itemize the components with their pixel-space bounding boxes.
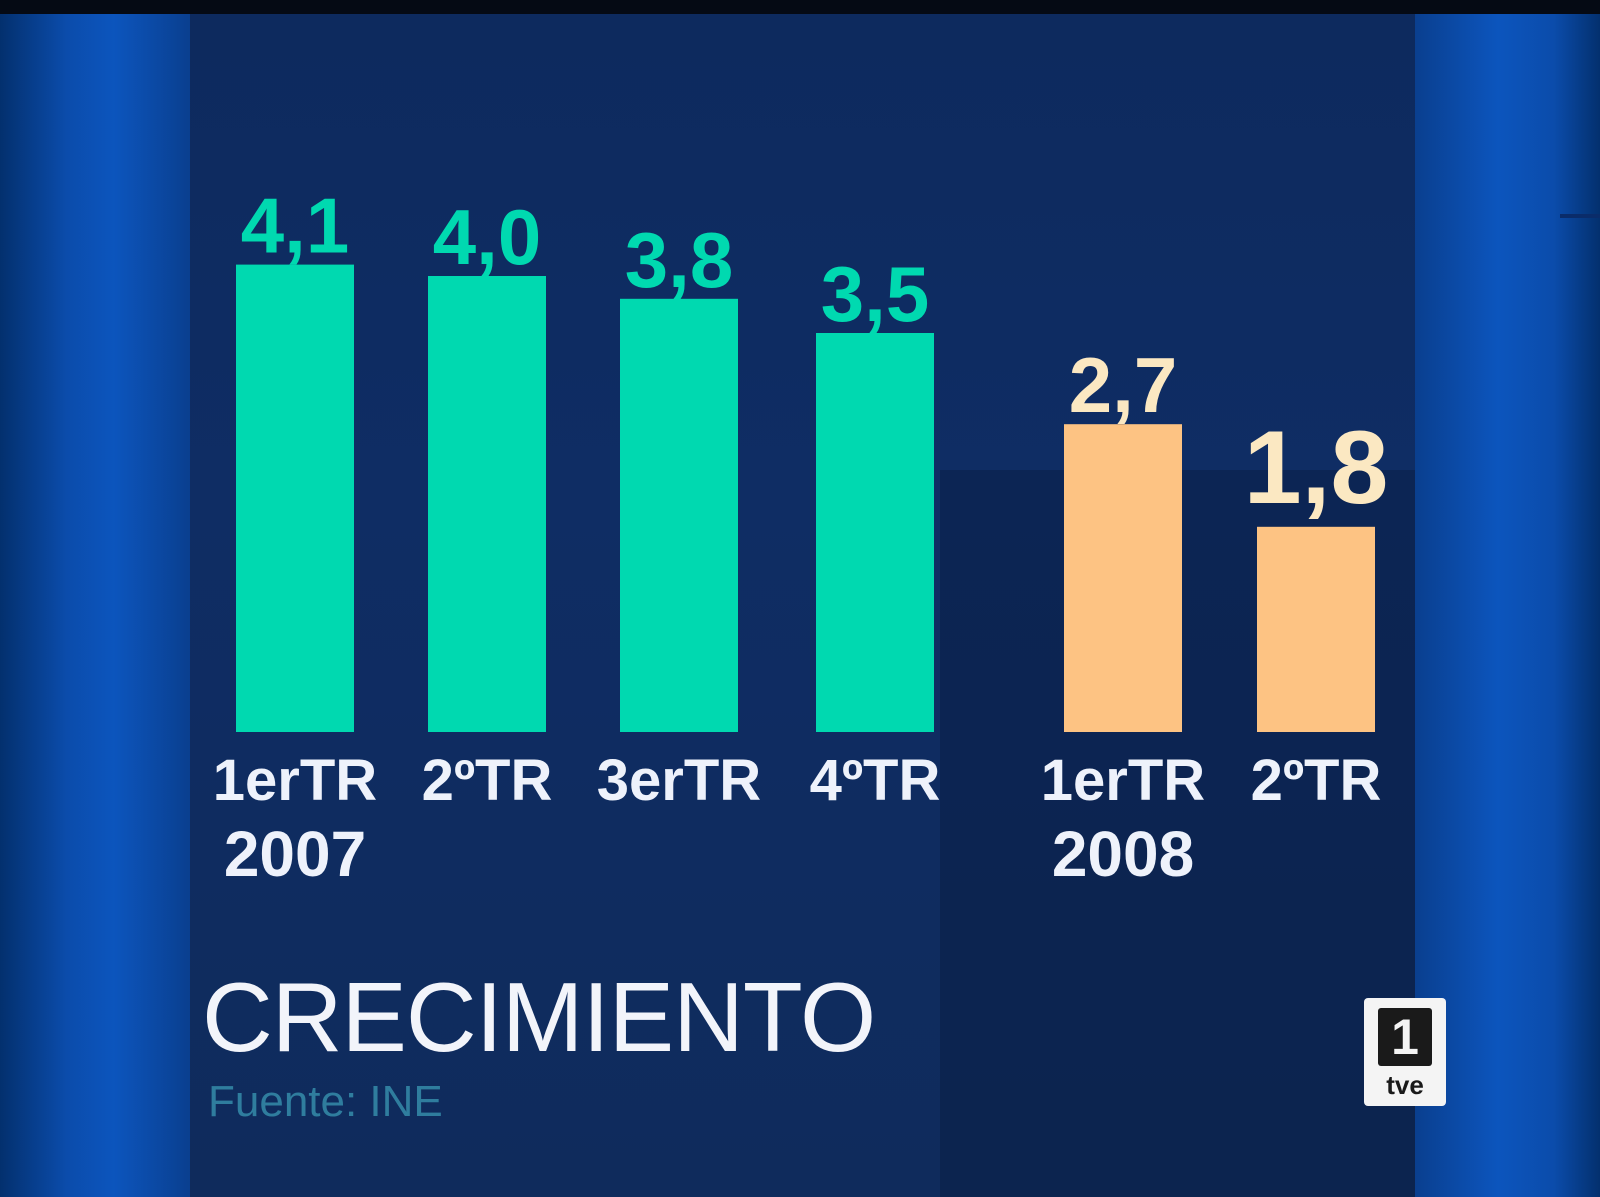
bar-2 xyxy=(428,276,546,732)
value-label-3: 3,8 xyxy=(625,216,733,304)
logo-badge: 1 xyxy=(1378,1008,1432,1066)
background-left-band xyxy=(0,14,190,1197)
category-label-6: 2ºTR xyxy=(1251,748,1382,813)
category-label-2: 2ºTR xyxy=(422,748,553,813)
source-note: Fuente: INE xyxy=(208,1077,443,1126)
chart-panel xyxy=(190,14,1415,1197)
year-label-2008: 2008 xyxy=(1052,818,1194,890)
bar-3 xyxy=(620,298,738,732)
value-label-4: 3,5 xyxy=(821,250,929,338)
logo-number: 1 xyxy=(1391,1009,1419,1065)
bar-4 xyxy=(816,333,934,732)
bar-5 xyxy=(1064,424,1182,732)
category-label-3: 3erTR xyxy=(597,748,761,813)
category-label-5: 1erTR xyxy=(1041,748,1205,813)
chart-title: CRECIMIENTO xyxy=(202,962,876,1072)
bar-6 xyxy=(1257,526,1375,732)
year-label-2007: 2007 xyxy=(224,818,366,890)
value-label-2: 4,0 xyxy=(433,193,541,281)
tve-logo: 1 tve xyxy=(1364,998,1446,1106)
value-label-5: 2,7 xyxy=(1069,341,1177,429)
value-label-1: 4,1 xyxy=(241,182,349,270)
bar-1 xyxy=(236,264,354,732)
logo-text: tve xyxy=(1386,1070,1424,1100)
top-bar xyxy=(0,0,1600,14)
background-right-band xyxy=(1415,14,1600,1197)
value-label-6: 1,8 xyxy=(1244,410,1389,526)
category-label-1: 1erTR xyxy=(213,748,377,813)
right-edge-mark xyxy=(1560,214,1600,218)
category-label-4: 4ºTR xyxy=(810,748,941,813)
